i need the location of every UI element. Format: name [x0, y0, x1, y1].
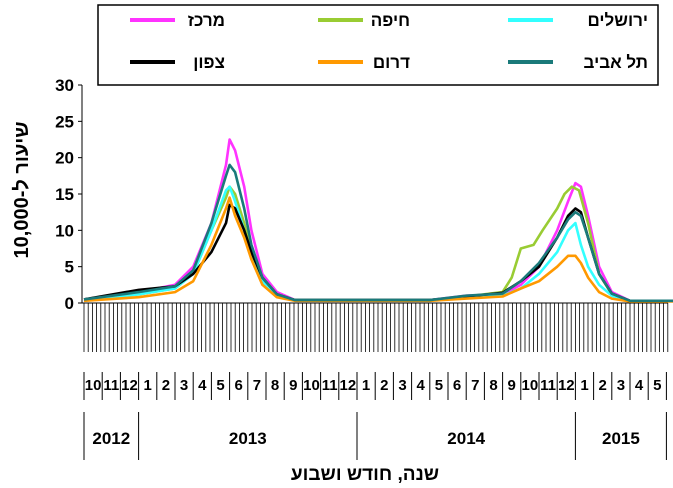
month-label: 5	[216, 377, 224, 394]
series-line-6	[83, 163, 673, 303]
month-label: 4	[635, 377, 644, 394]
y-tick-label: 0	[65, 294, 74, 313]
month-label: 11	[103, 377, 119, 394]
month-label: 2	[162, 377, 170, 394]
month-label: 10	[85, 377, 102, 394]
month-label: 11	[322, 377, 338, 394]
month-label: 10	[303, 377, 320, 394]
month-label: 7	[253, 377, 261, 394]
month-label: 2	[599, 377, 607, 394]
month-label: 12	[558, 377, 575, 394]
legend-label: תל אביב	[584, 53, 648, 72]
month-label: 2	[380, 377, 388, 394]
month-label: 5	[435, 377, 443, 394]
legend-label: צפון	[193, 53, 225, 72]
series-line-5	[83, 196, 673, 303]
week-ticks	[83, 303, 669, 352]
month-label: 7	[471, 377, 479, 394]
y-tick-label: 5	[65, 258, 74, 277]
month-label: 9	[289, 377, 297, 394]
series-line-1	[83, 138, 673, 303]
month-label: 5	[653, 377, 661, 394]
month-label: 1	[362, 377, 370, 394]
y-ticks: 0 5 10 15 20 25 30	[55, 76, 82, 313]
y-tick-label: 10	[55, 221, 74, 240]
y-tick-label: 20	[55, 149, 74, 168]
month-label: 3	[398, 377, 406, 394]
legend-label: חיפה	[371, 11, 410, 30]
month-label: 11	[540, 377, 556, 394]
year-labels: 2012 2013 2014 2015	[83, 412, 667, 460]
x-axis-title: שנה, חודש ושבוע	[291, 464, 439, 485]
month-label: 6	[453, 377, 461, 394]
year-label: 2014	[447, 429, 485, 448]
year-label: 2015	[602, 429, 640, 448]
month-label: 6	[235, 377, 243, 394]
y-tick-label: 15	[55, 185, 74, 204]
month-label: 12	[340, 377, 357, 394]
legend-box	[97, 4, 659, 86]
month-label: 10	[522, 377, 539, 394]
series-lines	[83, 138, 673, 303]
year-label: 2012	[92, 429, 130, 448]
month-label: 3	[617, 377, 625, 394]
month-label: 1	[580, 377, 588, 394]
month-label: 9	[508, 377, 516, 394]
month-label: 8	[489, 377, 497, 394]
legend: מרכז חיפה ירושלים צפון דרום תל אביב	[130, 11, 648, 72]
year-label: 2013	[229, 429, 267, 448]
month-labels: 10 11 12 1 2 3 4 5 6 7 8 9 10 11 12 1 2 3 4 5 6 7 8 9 10 11 12 1 2 3 4…	[83, 372, 667, 400]
legend-label: ירושלים	[588, 11, 649, 30]
y-tick-label: 30	[55, 76, 74, 95]
month-label: 1	[144, 377, 152, 394]
month-label: 3	[180, 377, 188, 394]
legend-label: מרכז	[188, 11, 225, 30]
month-label: 4	[198, 377, 207, 394]
legend-label: דרום	[373, 53, 410, 72]
month-label: 8	[271, 377, 279, 394]
y-tick-label: 25	[55, 112, 74, 131]
month-label: 12	[121, 377, 138, 394]
y-axis-title: שיעור ל-10,000	[11, 122, 33, 259]
month-label: 4	[417, 377, 426, 394]
